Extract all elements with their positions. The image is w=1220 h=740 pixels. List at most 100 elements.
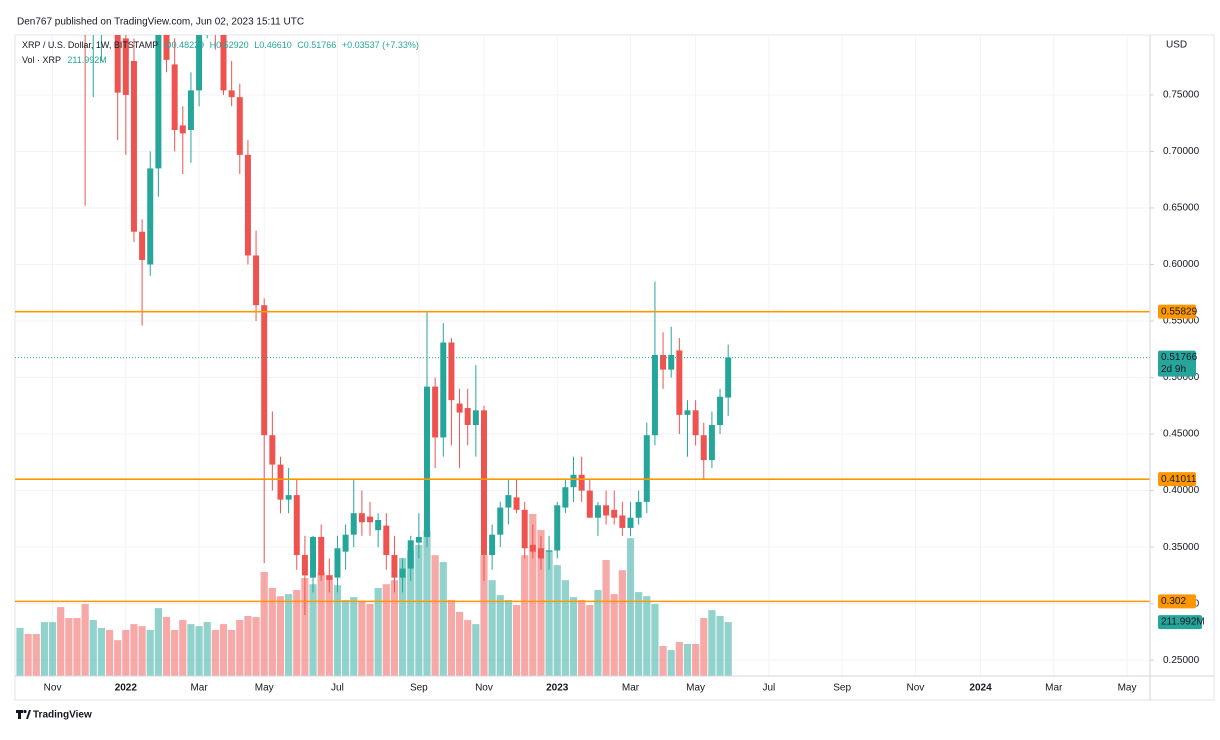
candle-body xyxy=(326,575,333,580)
volume-bar xyxy=(81,604,89,676)
volume-bar xyxy=(48,622,57,676)
candle-body xyxy=(537,548,544,559)
volume-bar xyxy=(521,555,529,676)
candle-body xyxy=(139,231,146,260)
chart-frame xyxy=(14,34,1215,701)
volume-bar xyxy=(610,594,618,676)
volume-bar xyxy=(260,571,268,676)
x-tick-label: Jul xyxy=(762,683,775,694)
y-tick-label: 0.35000 xyxy=(1163,542,1200,553)
candle-body xyxy=(546,550,553,552)
candle-body xyxy=(660,354,667,370)
candle-body xyxy=(619,515,626,528)
candle-body xyxy=(692,410,699,436)
axes: 0.250000.300000.350000.400000.450000.500… xyxy=(44,90,1205,694)
last-price-box xyxy=(1158,350,1196,377)
candle-body xyxy=(187,90,194,130)
volume-bar xyxy=(333,585,342,676)
candle-body xyxy=(342,534,349,552)
candle-body xyxy=(603,505,610,516)
volume-label: 211.992M xyxy=(1161,617,1205,628)
volume-bar xyxy=(138,626,146,676)
x-tick-label: Mar xyxy=(1045,683,1063,694)
volume-bar xyxy=(16,627,24,676)
level-label-box xyxy=(1158,472,1196,487)
volume-bar xyxy=(146,629,154,676)
candle-body xyxy=(350,513,357,535)
x-tick-label: May xyxy=(1118,683,1137,694)
volume-bar xyxy=(651,604,659,676)
volume-bar xyxy=(464,620,472,676)
volume-bar xyxy=(390,580,399,676)
volume-bar xyxy=(659,645,667,676)
volume-bar xyxy=(692,643,700,676)
candle-body xyxy=(676,350,683,415)
candle-body xyxy=(448,342,455,401)
x-tick-label: Sep xyxy=(833,683,851,694)
volume-bar xyxy=(667,650,675,676)
volume-bar xyxy=(545,550,553,676)
candle-body xyxy=(684,410,691,415)
volume-bar xyxy=(179,620,187,676)
volume-bar xyxy=(65,618,73,676)
volume-bar xyxy=(73,618,81,676)
candle-body xyxy=(334,548,341,578)
volume-bar xyxy=(293,590,301,676)
volume-bar xyxy=(488,580,496,676)
brand-logo xyxy=(16,709,31,719)
candle-body xyxy=(391,555,398,578)
legend-line: XRP / U.S. Dollar, 1W, BITSTAMP O0.48229… xyxy=(22,40,419,50)
symbol: XRP / U.S. Dollar, 1W, BITSTAMP xyxy=(22,40,158,50)
candle-body xyxy=(253,255,260,306)
candle-body xyxy=(285,495,292,500)
volume-title: Vol · XRP xyxy=(22,55,61,65)
candle-body xyxy=(570,474,577,488)
candle-body xyxy=(122,38,129,95)
volume-bar xyxy=(382,584,390,676)
x-tick-label: Mar xyxy=(622,683,640,694)
level-label-box xyxy=(1158,304,1196,319)
volume-bar xyxy=(724,622,732,676)
countdown: 2d 9h xyxy=(1161,364,1186,375)
volume-bar xyxy=(358,601,366,676)
y-tick-label: 0.50000 xyxy=(1163,372,1200,383)
y-tick-label: 0.65000 xyxy=(1163,203,1200,214)
candle-body xyxy=(228,90,235,98)
volume-bar xyxy=(675,641,683,676)
candle-body xyxy=(293,495,300,556)
candle-body xyxy=(635,501,642,518)
candle-body xyxy=(130,61,137,232)
volume-bar xyxy=(578,599,586,676)
volume-bar xyxy=(187,624,195,676)
candle-body xyxy=(725,357,732,398)
volume-bar xyxy=(252,616,260,676)
candle-body xyxy=(171,64,178,130)
volume-bar xyxy=(407,550,415,676)
candle-body xyxy=(562,487,569,508)
plot-area xyxy=(15,35,1150,676)
volume-bar xyxy=(716,615,724,676)
legend-change: +0.03537 (+7.33%) xyxy=(342,40,419,50)
candle-body xyxy=(651,354,658,436)
volume-bar xyxy=(431,555,439,676)
volume-bar xyxy=(211,629,219,676)
candle-body xyxy=(358,513,365,523)
candle-body xyxy=(611,509,618,518)
candle-body xyxy=(383,525,390,556)
volume-bar xyxy=(236,620,244,676)
volume-bar xyxy=(439,562,447,676)
volume-bar xyxy=(700,618,708,676)
grid xyxy=(15,35,1150,676)
candle-body xyxy=(489,534,496,556)
candle-body xyxy=(196,35,203,91)
y-tick-label: 0.70000 xyxy=(1163,146,1200,157)
candle-body xyxy=(480,410,487,556)
volume-bar xyxy=(586,605,594,676)
y-tick-label: 0.60000 xyxy=(1163,259,1200,270)
candle-body xyxy=(415,536,422,543)
candle-body xyxy=(578,474,585,491)
volume-bar xyxy=(325,575,333,676)
legend-high: H0.52920 xyxy=(210,40,249,50)
volume-bar xyxy=(130,624,138,676)
